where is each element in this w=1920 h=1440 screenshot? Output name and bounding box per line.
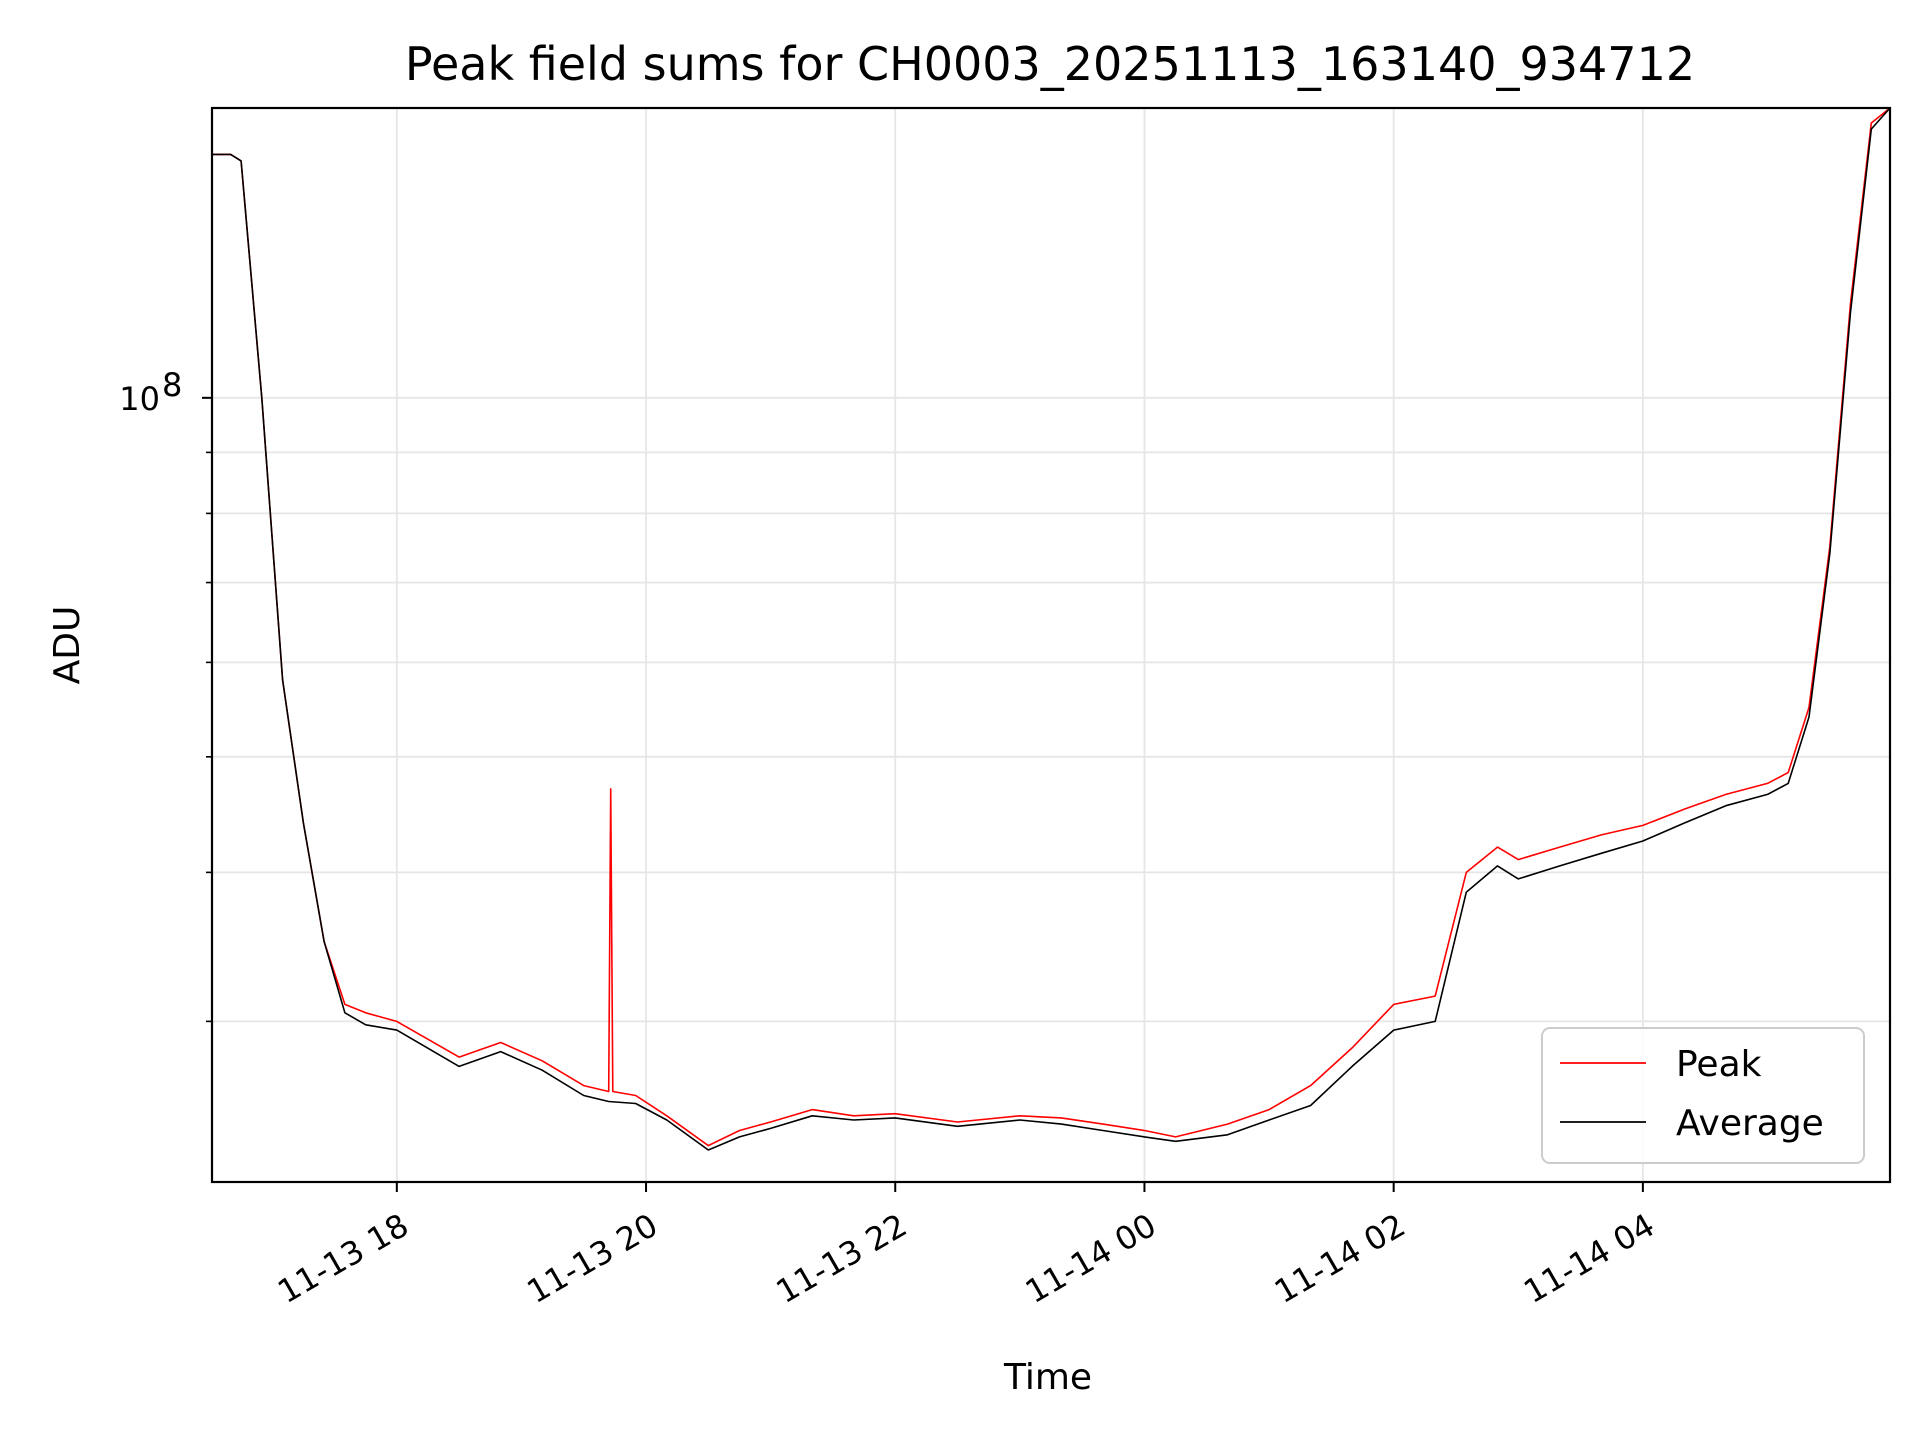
series-lines (212, 107, 1891, 1151)
y-axis-label: ADU (47, 606, 88, 685)
series-line-average (212, 107, 1891, 1151)
y-tick-label: 10 (119, 380, 160, 418)
plot-background (212, 108, 1890, 1182)
plot-frame (210, 106, 1892, 1184)
legend-label-average: Average (1676, 1103, 1824, 1144)
legend-box (1541, 1027, 1865, 1164)
plot-area (210, 106, 1892, 1184)
y-axis: 10 8 (119, 366, 212, 1023)
series-line-peak (212, 107, 1891, 1147)
chart-title: Peak field sums for CH0003_20251113_1631… (405, 37, 1695, 91)
x-axis-label: Time (1003, 1357, 1092, 1398)
legend-label-peak: Peak (1676, 1044, 1762, 1085)
y-tick-label-exponent: 8 (162, 366, 182, 404)
grid-lines (212, 108, 1890, 1182)
legend: Peak Average (1541, 1027, 1865, 1164)
